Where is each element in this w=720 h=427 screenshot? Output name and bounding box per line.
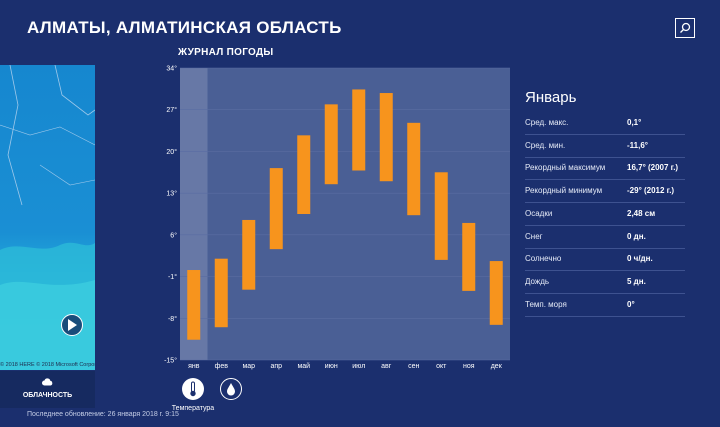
x-tick-label: ноя xyxy=(463,363,475,370)
stat-row: Дождь 5 дн. xyxy=(525,270,685,294)
stat-value: -29° (2012 г.) xyxy=(627,186,675,196)
stat-label: Сред. мин. xyxy=(525,140,566,150)
x-tick-label: фев xyxy=(215,363,229,370)
y-tick-label: -15° xyxy=(164,357,177,365)
stat-row: Сред. макс. 0,1° xyxy=(525,111,685,135)
stat-row: Рекордный минимум -29° (2012 г.) xyxy=(525,179,685,204)
play-icon xyxy=(68,319,77,331)
cloud-icon xyxy=(42,378,53,386)
last-updated: Последнее обновление: 26 января 2018 г. … xyxy=(27,411,179,418)
stat-row: Рекордный максимум 16,7° (2007 г.) xyxy=(525,156,685,181)
x-tick-label: апр xyxy=(270,363,282,370)
cloud-layer-button[interactable] xyxy=(0,371,95,408)
x-tick-label: июн xyxy=(325,363,338,370)
y-tick-label: -8° xyxy=(168,315,177,323)
precipitation-toggle[interactable] xyxy=(220,378,242,400)
stat-label: Солнечно xyxy=(525,254,562,264)
temp-range-bar xyxy=(407,122,421,216)
x-tick-label: май xyxy=(297,362,310,370)
weather-chart: 34° 27° 20° 13° 6° -1° -8° -15° янв фев мар апр май и… xyxy=(164,65,510,370)
y-tick-label: 13° xyxy=(166,190,177,198)
temp-range-bar xyxy=(352,89,366,171)
y-tick-label: -1° xyxy=(168,273,177,281)
plot-area xyxy=(180,68,510,360)
x-tick-label: янв xyxy=(188,363,200,370)
x-tick-label: дек xyxy=(491,363,503,370)
stat-value: 16,7° (2007 г.) xyxy=(627,163,679,173)
x-tick-label: окт xyxy=(436,363,447,370)
temp-range-bar xyxy=(324,104,338,185)
stat-label: Темп. моря xyxy=(525,299,567,309)
temp-range-bar xyxy=(242,219,256,290)
stat-row: Осадки 2,48 см xyxy=(525,202,685,226)
stat-label: Осадки xyxy=(525,208,553,218)
map-graphic xyxy=(0,65,95,370)
cloud-layer-label: ОБЛАЧНОСТЬ xyxy=(22,392,73,399)
temp-range-bar xyxy=(489,261,503,325)
stat-value: 0,1° xyxy=(627,118,642,127)
stat-row: Солнечно 0 ч/дн. xyxy=(525,247,685,272)
temp-range-bar xyxy=(297,135,311,214)
droplet-icon xyxy=(227,383,235,396)
temperature-toggle[interactable] xyxy=(182,378,204,400)
stat-row: Сред. мин. -11,6° xyxy=(525,134,685,158)
y-tick-label: 6° xyxy=(170,231,177,239)
y-tick-label: 27° xyxy=(166,106,177,114)
stat-value: 0 дн. xyxy=(627,231,646,241)
stat-value: 0° xyxy=(627,299,635,309)
search-button[interactable] xyxy=(675,18,695,38)
map-attribution: © 2018 HERE © 2018 Microsoft Corporation xyxy=(0,362,95,368)
stat-value: 5 дн. xyxy=(627,276,646,286)
stat-label: Сред. макс. xyxy=(525,118,569,127)
x-tick-label: июл xyxy=(352,363,365,370)
temp-range-bar xyxy=(434,172,448,260)
stat-value: 2,48 см xyxy=(627,208,656,218)
x-tick-label: авг xyxy=(381,363,392,370)
play-button[interactable] xyxy=(61,314,83,336)
stat-label: Рекордный максимум xyxy=(525,163,606,173)
page-title: АЛМАТЫ, АЛМАТИНСКАЯ ОБЛАСТЬ xyxy=(27,18,342,37)
stat-value: 0 ч/дн. xyxy=(627,254,653,264)
temp-range-bar xyxy=(214,258,228,328)
chart-title: ЖУРНАЛ ПОГОДЫ xyxy=(178,47,274,58)
stat-value: -11,6° xyxy=(627,140,648,150)
temp-range-bar xyxy=(379,93,393,182)
stat-label: Снег xyxy=(525,231,543,241)
x-tick-label: сен xyxy=(408,363,419,370)
temperature-label: Температура xyxy=(171,405,215,412)
temp-range-bar xyxy=(462,222,476,291)
search-icon xyxy=(680,22,691,33)
y-tick-label: 20° xyxy=(166,148,177,156)
temp-range-bar xyxy=(269,168,283,250)
selected-month: Январь xyxy=(525,89,577,106)
x-tick-label: мар xyxy=(242,363,255,370)
weather-map[interactable] xyxy=(0,65,95,370)
stat-label: Дождь xyxy=(525,276,550,286)
stat-row: Снег 0 дн. xyxy=(525,225,685,249)
temp-range-bar xyxy=(187,270,201,340)
stat-label: Рекордный минимум xyxy=(525,186,603,196)
y-tick-label: 34° xyxy=(166,65,177,73)
stat-row: Темп. моря 0° xyxy=(525,293,685,317)
thermometer-icon xyxy=(190,381,196,397)
